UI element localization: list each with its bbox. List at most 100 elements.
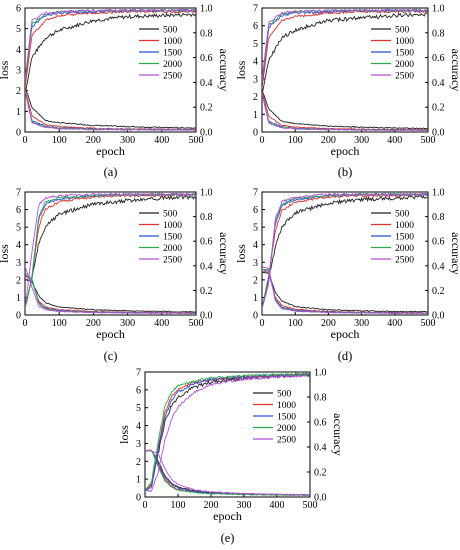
y-left-tick-label: 7 — [253, 4, 258, 15]
x-tick-label: 0 — [23, 135, 28, 146]
y-right-axis-title: accuracy — [449, 49, 460, 92]
x-tick-label: 300 — [354, 135, 369, 146]
series-accuracy-line-500 — [25, 12, 196, 95]
legend-label-500: 500 — [163, 210, 178, 220]
y-left-axis-title: loss — [234, 244, 248, 263]
y-left-tick-label: 1 — [136, 475, 141, 486]
series-accuracy-line-2000 — [145, 372, 310, 491]
series-accuracy-line-500 — [25, 194, 196, 310]
series-accuracy-line-2500 — [25, 8, 196, 80]
y-right-tick-label: 0.0 — [432, 311, 445, 322]
y-right-tick-label: 0.0 — [314, 493, 327, 504]
series-loss-line-1000 — [145, 449, 310, 496]
y-right-tick-label: 1.0 — [432, 188, 445, 199]
legend-label-2000: 2000 — [163, 60, 182, 70]
y-right-tick-label: 0.2 — [432, 286, 445, 297]
x-tick-label: 500 — [189, 135, 204, 146]
y-left-tick-label: 3 — [16, 66, 21, 77]
x-tick-label: 400 — [154, 135, 169, 146]
y-left-tick-label: 2 — [16, 275, 21, 286]
y-right-axis-title: accuracy — [217, 232, 231, 275]
legend-label-2000: 2000 — [277, 424, 296, 434]
y-left-tick-label: 7 — [253, 188, 258, 199]
series-loss-line-1500 — [145, 449, 310, 496]
series-loss-line-1000 — [25, 275, 196, 314]
series-loss-line-500 — [25, 86, 196, 129]
series-loss-line-2500 — [25, 91, 196, 131]
y-left-tick-label: 1 — [16, 293, 21, 304]
x-axis-title: epoch — [96, 144, 125, 158]
series-loss-line-1500 — [25, 90, 196, 131]
y-left-axis-title: loss — [0, 244, 11, 263]
y-right-tick-label: 0.4 — [314, 443, 327, 454]
y-right-tick-label: 0.4 — [200, 261, 213, 272]
legend-label-1000: 1000 — [395, 221, 414, 231]
y-right-tick-label: 0.2 — [432, 103, 445, 114]
chart-panel-d: 0 100 200 300 400 500 0 1 2 3 4 5 6 7 0.0 0.2 0.4 0.6 0.8 1… — [234, 188, 460, 364]
legend-label-2500: 2500 — [163, 256, 182, 266]
y-left-axis-title: loss — [117, 425, 131, 444]
y-right-tick-label: 1.0 — [200, 188, 213, 199]
legend-label-1500: 1500 — [163, 233, 182, 243]
x-tick-label: 500 — [421, 135, 436, 146]
series-loss-line-1500 — [262, 92, 428, 131]
y-right-tick-label: 0.6 — [200, 237, 213, 248]
plot-frame — [144, 371, 311, 498]
y-right-tick-label: 1.0 — [200, 4, 213, 15]
panel-caption: (a) — [104, 165, 118, 179]
y-left-tick-label: 2 — [16, 86, 21, 97]
x-tick-label: 400 — [387, 135, 402, 146]
legend-label-1500: 1500 — [277, 413, 296, 423]
panel-caption: (b) — [338, 165, 353, 179]
series-loss-line-500 — [262, 272, 428, 313]
x-tick-label: 0 — [260, 135, 265, 146]
y-right-tick-label: 0.0 — [432, 128, 445, 139]
x-tick-label: 300 — [120, 318, 135, 329]
x-tick-label: 200 — [204, 500, 219, 511]
y-left-tick-label: 1 — [16, 107, 21, 118]
x-tick-label: 500 — [421, 318, 436, 329]
x-tick-label: 400 — [270, 500, 285, 511]
series-lines — [25, 192, 196, 315]
y-left-tick-label: 1 — [253, 293, 258, 304]
legend-label-1500: 1500 — [395, 49, 414, 59]
series-lines — [262, 8, 428, 132]
series-accuracy-line-1000 — [25, 193, 196, 309]
legend-label-500: 500 — [277, 390, 292, 400]
plot-frame — [261, 191, 429, 316]
x-tick-label: 0 — [143, 500, 148, 511]
y-left-tick-label: 0 — [16, 128, 21, 139]
y-left-tick-label: 6 — [16, 205, 21, 216]
series-loss-line-2500 — [262, 93, 428, 132]
series-loss-line-2500 — [145, 449, 310, 496]
y-left-tick-label: 6 — [253, 205, 258, 216]
legend-label-1000: 1000 — [163, 37, 182, 47]
series-lines — [145, 372, 310, 497]
series-accuracy-line-1500 — [145, 373, 310, 491]
series-accuracy-line-1000 — [25, 9, 196, 89]
x-axis-title: epoch — [213, 509, 242, 523]
series-accuracy-line-500 — [262, 12, 428, 96]
series-loss-line-2000 — [25, 272, 196, 315]
x-tick-label: 100 — [52, 135, 67, 146]
y-right-tick-label: 0.4 — [432, 78, 445, 89]
series-accuracy-line-500 — [262, 194, 428, 310]
y-left-tick-label: 3 — [16, 258, 21, 269]
y-left-tick-label: 4 — [16, 45, 21, 56]
panel-caption: (d) — [338, 349, 353, 363]
series-loss-line-500 — [262, 89, 428, 130]
y-right-axis-title: accuracy — [331, 413, 345, 456]
y-left-tick-label: 0 — [253, 128, 258, 139]
y-right-tick-label: 0.8 — [200, 212, 213, 223]
y-left-tick-label: 6 — [16, 4, 21, 15]
x-tick-label: 300 — [354, 318, 369, 329]
series-lines — [25, 8, 196, 131]
legend-label-2500: 2500 — [277, 436, 296, 446]
series-loss-line-500 — [145, 449, 310, 496]
chart-panel-b: 0 100 200 300 400 500 0 1 2 3 4 5 6 7 0.0 0.2 0.4 0.6 0.8 1… — [234, 4, 460, 180]
x-tick-label: 500 — [189, 318, 204, 329]
legend-label-500: 500 — [395, 210, 410, 220]
